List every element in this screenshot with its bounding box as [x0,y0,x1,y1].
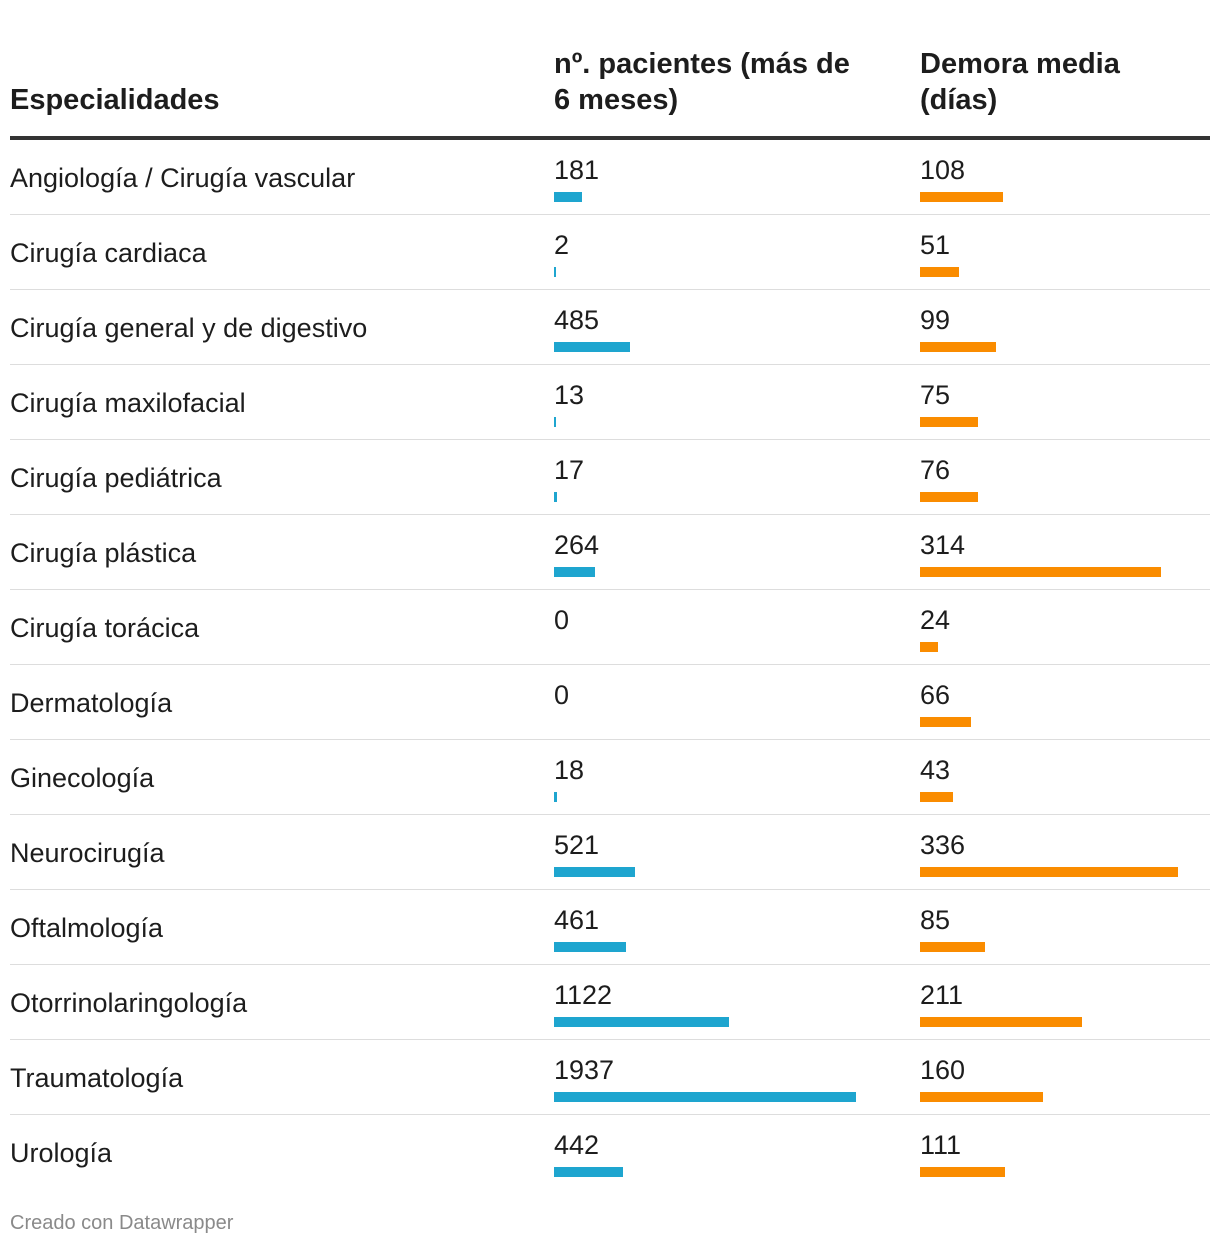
delay-value: 51 [920,230,951,260]
delay-value: 85 [920,905,951,935]
patients-bar [554,342,630,352]
specialty-name: Traumatología [10,1063,184,1093]
delay-bar [920,942,986,952]
delay-value: 24 [920,605,951,635]
specialty-name: Cirugía cardiaca [10,238,207,268]
specialty-name: Neurocirugía [10,838,165,868]
specialty-name: Ginecología [10,763,155,793]
data-table: Especialidades nº. pacientes (más de 6 m… [10,40,1210,1189]
patients-value: 442 [554,1130,600,1160]
patients-bar [554,267,556,277]
specialty-name: Dermatología [10,688,173,718]
specialty-name: Oftalmología [10,913,164,943]
table-row: Cirugía pediátrica 17 76 [10,440,1210,515]
delay-bar [920,267,960,277]
delay-value: 314 [920,530,966,560]
specialty-name: Urología [10,1138,113,1168]
patients-value: 521 [554,830,600,860]
delay-value: 160 [920,1055,966,1085]
delay-bar [920,1017,1083,1027]
delay-value: 108 [920,155,966,185]
delay-value: 336 [920,830,966,860]
table-row: Angiología / Cirugía vascular 181 108 [10,140,1210,215]
table-row: Neurocirugía 521 336 [10,815,1210,890]
patients-bar [554,1167,623,1177]
patients-value: 0 [554,680,570,710]
delay-value: 66 [920,680,951,710]
patients-value: 18 [554,755,585,785]
delay-bar [920,792,954,802]
patients-value: 461 [554,905,600,935]
specialty-name: Cirugía general y de digestivo [10,313,368,343]
specialty-name: Cirugía plástica [10,538,197,568]
table-row: Cirugía general y de digestivo 485 99 [10,290,1210,365]
delay-value: 75 [920,380,951,410]
table-row: Cirugía torácica 0 24 [10,590,1210,665]
delay-bar [920,492,979,502]
table-row: Traumatología 1937 160 [10,1040,1210,1115]
delay-bar [920,717,971,727]
patients-value: 1122 [554,980,613,1010]
patients-bar [554,867,636,877]
specialty-name: Angiología / Cirugía vascular [10,163,356,193]
table-row: Cirugía maxilofacial 13 75 [10,365,1210,440]
table-row: Oftalmología 461 85 [10,890,1210,965]
delay-bar [920,867,1178,877]
delay-value: 111 [920,1130,962,1160]
delay-bar [920,1167,1006,1177]
table-row: Otorrinolaringología 1122 211 [10,965,1210,1040]
patients-value: 13 [554,380,585,410]
table-row: Cirugía plástica 264 314 [10,515,1210,590]
header-patients: nº. pacientes (más de 6 meses) [554,48,850,116]
delay-bar [920,192,1003,202]
specialty-name: Otorrinolaringología [10,988,248,1018]
patients-value: 0 [554,605,570,635]
patients-value: 264 [554,530,600,560]
patients-value: 181 [554,155,600,185]
patients-bar [554,567,596,577]
table-row: Ginecología 18 43 [10,740,1210,815]
patients-bar [554,1017,729,1027]
header-delay: Demora media (días) [920,48,1120,116]
table-row: Cirugía cardiaca 2 51 [10,215,1210,290]
table-body: Angiología / Cirugía vascular 181 108 Cirug… [10,140,1210,1189]
delay-value: 99 [920,305,951,335]
footer-credit: Creado con Datawrapper [10,1212,234,1234]
delay-value: 211 [920,980,964,1010]
delay-value: 76 [920,455,951,485]
patients-bar [554,942,626,952]
delay-value: 43 [920,755,951,785]
specialty-name: Cirugía maxilofacial [10,388,246,418]
patients-value: 485 [554,305,600,335]
patients-value: 1937 [554,1055,615,1085]
header-specialties: Especialidades [10,84,220,116]
patients-bar [554,417,557,427]
patients-bar [554,492,557,502]
delay-bar [920,417,978,427]
table-header: Especialidades nº. pacientes (más de 6 m… [10,40,1210,140]
patients-value: 17 [554,455,585,485]
patients-bar [554,192,583,202]
table-row: Urología 442 111 [10,1115,1210,1189]
delay-bar [920,642,939,652]
table-row: Dermatología 0 66 [10,665,1210,740]
specialty-name: Cirugía torácica [10,613,200,643]
delay-bar [920,342,997,352]
delay-bar [920,1092,1043,1102]
patients-bar [554,792,557,802]
specialty-name: Cirugía pediátrica [10,463,222,493]
delay-bar [920,567,1162,577]
patients-value: 2 [554,230,570,260]
patients-bar [554,1092,856,1102]
